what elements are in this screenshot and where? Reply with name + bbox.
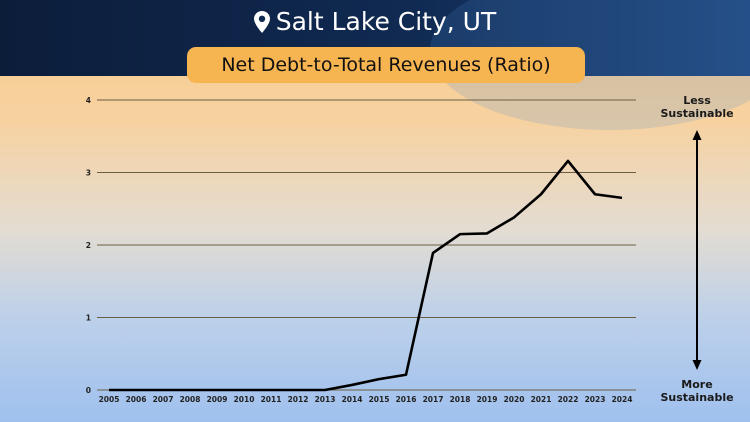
location-title: Salt Lake City, UT: [0, 6, 750, 41]
y-tick-label: 4: [86, 96, 91, 105]
x-tick-label: 2019: [477, 395, 498, 404]
x-tick-label: 2005: [99, 395, 120, 404]
x-axis-ticks: 2005 2006 2007 2008 2009 2010 2011 2012 2013 2014…: [99, 395, 633, 404]
x-tick-label: 2011: [261, 395, 282, 404]
x-tick-label: 2018: [450, 395, 471, 404]
x-tick-label: 2007: [153, 395, 174, 404]
less-sustainable-label: Less Sustainable: [660, 94, 734, 120]
x-tick-label: 2010: [234, 395, 255, 404]
x-tick-label: 2020: [504, 395, 525, 404]
y-tick-label: 1: [86, 314, 91, 323]
x-tick-label: 2014: [342, 395, 363, 404]
map-pin-icon: [253, 9, 270, 41]
x-tick-label: 2013: [315, 395, 336, 404]
header-band: Salt Lake City, UT: [0, 0, 750, 130]
chart-title: Net Debt-to-Total Revenues (Ratio): [221, 54, 551, 76]
series-line: [109, 159, 623, 392]
x-tick-label: 2016: [396, 395, 417, 404]
y-tick-label: 2: [86, 241, 91, 250]
x-tick-label: 2021: [531, 395, 552, 404]
x-tick-label: 2023: [585, 395, 606, 404]
x-tick-label: 2024: [612, 395, 633, 404]
y-tick-label: 0: [86, 386, 91, 395]
x-tick-label: 2012: [288, 395, 309, 404]
more-sustainable-label: More Sustainable: [660, 378, 734, 404]
x-tick-label: 2008: [180, 395, 201, 404]
x-tick-label: 2022: [558, 395, 579, 404]
x-tick-label: 2006: [126, 395, 147, 404]
location-text: Salt Lake City, UT: [275, 7, 497, 36]
double-arrow-vertical-icon: [692, 130, 702, 370]
chart-title-badge: Net Debt-to-Total Revenues (Ratio): [187, 47, 585, 83]
gridlines: [97, 99, 636, 391]
y-tick-label: 3: [86, 169, 91, 178]
x-tick-label: 2015: [369, 395, 390, 404]
x-tick-label: 2009: [207, 395, 228, 404]
x-tick-label: 2017: [423, 395, 444, 404]
y-axis-ticks: 0 1 2 3 4: [86, 96, 91, 395]
